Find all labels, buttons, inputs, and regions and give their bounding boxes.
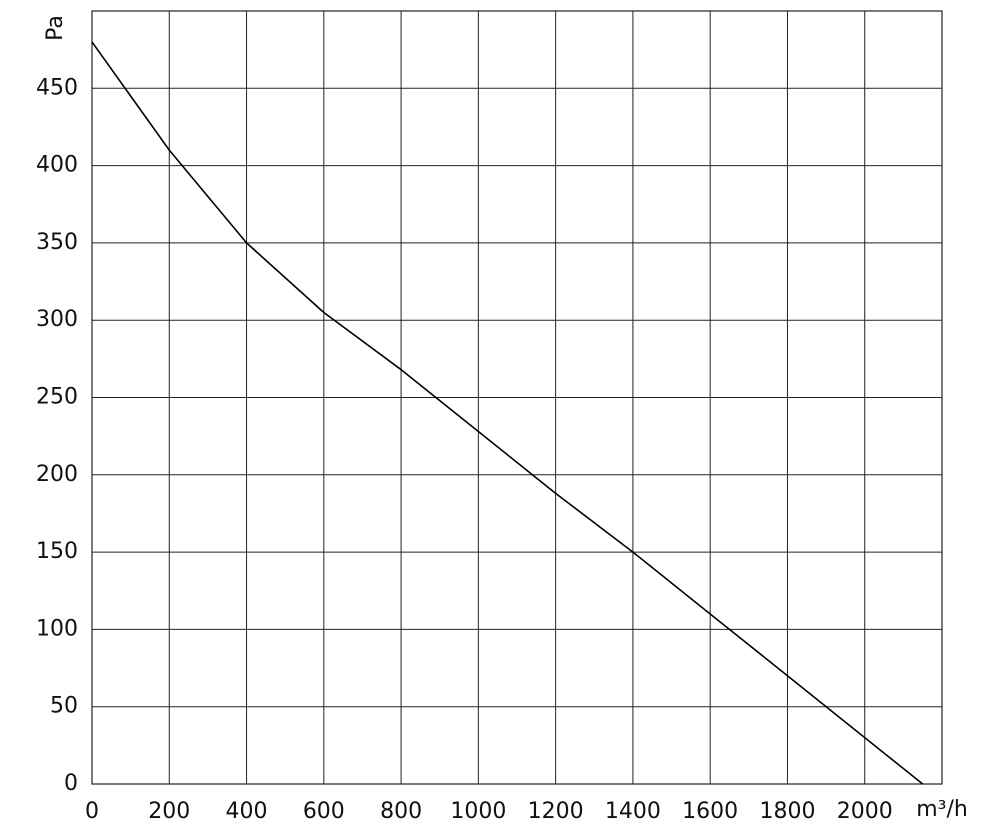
x-tick-label: 2000 xyxy=(837,799,893,824)
x-tick-label: 400 xyxy=(226,799,268,824)
y-tick-label: 250 xyxy=(36,385,78,410)
x-tick-label: 600 xyxy=(303,799,345,824)
x-tick-label: 1000 xyxy=(450,799,506,824)
y-tick-label: 150 xyxy=(36,539,78,564)
y-tick-label: 350 xyxy=(36,230,78,255)
y-tick-label: 300 xyxy=(36,307,78,332)
x-tick-label: 0 xyxy=(85,799,99,824)
y-tick-label: 0 xyxy=(64,771,78,796)
x-tick-label: 800 xyxy=(380,799,422,824)
y-tick-label: 400 xyxy=(36,153,78,178)
x-tick-label: 1200 xyxy=(528,799,584,824)
series-line xyxy=(91,41,924,785)
y-axis-label: Pa xyxy=(43,15,68,41)
y-tick-label: 200 xyxy=(36,462,78,487)
x-tick-label: 1800 xyxy=(759,799,815,824)
x-tick-label: 1600 xyxy=(682,799,738,824)
y-tick-label: 100 xyxy=(36,616,78,641)
x-tick-label: 200 xyxy=(148,799,190,824)
y-tick-label: 50 xyxy=(50,694,78,719)
y-tick-label: 450 xyxy=(36,75,78,100)
x-tick-label: 1400 xyxy=(605,799,661,824)
x-axis-label: m³/h xyxy=(916,797,968,822)
